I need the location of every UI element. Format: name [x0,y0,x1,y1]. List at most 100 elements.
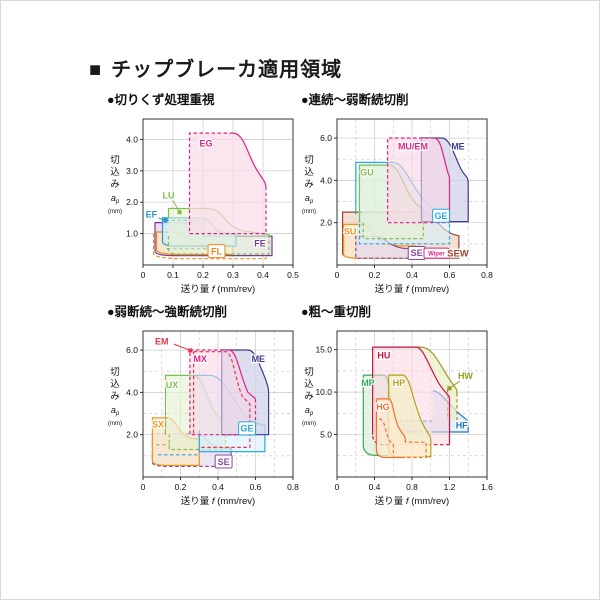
svg-text:GE: GE [241,424,254,434]
y-tick-label: 6.0 [320,133,332,143]
chart-subtitle: ●切りくず処理重視 [107,93,215,107]
svg-text:(mm): (mm) [302,421,316,427]
svg-text:SU: SU [344,226,357,236]
svg-text:み: み [110,391,120,402]
svg-text:み: み [304,391,314,402]
y-tick-label: 6.0 [126,345,138,355]
page-title: ■ チップブレーカ適用領域 [89,53,342,82]
x-axis-title: 送り量 f (mm/rev) [375,283,449,295]
region-label-hu: HU [376,349,391,361]
y-tick-label: 4.0 [126,387,138,397]
region-label-ef: EF [144,208,168,223]
svg-text:MP: MP [361,378,375,388]
svg-text:MU/EM: MU/EM [398,142,428,152]
page-title-text: チップブレーカ適用領域 [111,59,343,81]
svg-text:切: 切 [110,367,120,378]
chart-chip-control-priority: ●切りくず処理重視 0 0.1 0.2 0.3 0.4 0.5 1.0 2.0 3.0 4.0 切込… [97,89,309,303]
region-label-se: SE [214,454,233,469]
y-tick-label: 2.0 [126,197,138,207]
region-label-mp: MP [360,377,376,389]
region-label-me: ME [450,141,466,153]
svg-text:GU: GU [360,168,374,178]
svg-text:ME: ME [252,354,266,364]
region-label-sx: SX [151,418,165,430]
x-tick-label: 0.8 [287,482,299,492]
svg-text:SX: SX [152,419,164,429]
x-tick-label: 0.2 [369,270,381,280]
title-square-icon: ■ [89,59,103,81]
svg-text:ap: ap [305,193,314,205]
y-tick-label: 4.0 [126,134,138,144]
region-label-lu: LU [161,189,182,215]
region-label-hp: HP [391,377,406,389]
region-label-gu: GU [359,166,375,178]
region-label-wiper: Wiper [423,247,450,259]
y-axis-title: 切込み ap (mm) [108,367,122,427]
region-label-em: EM [154,335,193,353]
svg-text:み: み [304,179,314,190]
svg-text:HG: HG [376,402,390,412]
chart-plot-continuous-light-interrupted: 0 0.2 0.4 0.6 0.8 2.0 4.0 6.0 切込み ap (mm) 送り量 f (mm… [302,118,493,295]
y-tick-label: 5.0 [320,430,332,440]
svg-text:SE: SE [218,457,230,467]
svg-text:SE: SE [411,248,423,258]
region-label-ge: GE [238,421,257,436]
svg-text:切: 切 [110,155,120,166]
svg-text:FE: FE [254,238,266,248]
svg-text:ap: ap [111,405,120,417]
svg-text:MX: MX [193,354,207,364]
x-tick-label: 0 [141,270,146,280]
x-tick-label: 0.2 [175,482,187,492]
x-tick-label: 1.6 [481,482,493,492]
region-label-sew: SEW [446,247,470,260]
x-tick-label: 0 [335,482,340,492]
x-tick-label: 0.4 [212,482,224,492]
y-tick-label: 3.0 [126,166,138,176]
y-axis-title: 切込み ap (mm) [302,367,316,427]
x-tick-label: 0 [335,270,340,280]
svg-text:(mm): (mm) [302,209,316,215]
region-em [193,351,251,448]
chart-subtitle: ●連続〜弱断続切削 [301,93,409,107]
x-tick-label: 0.8 [481,270,493,280]
y-axis-title: 切込み ap (mm) [108,155,122,215]
svg-text:HF: HF [456,420,468,430]
svg-text:ME: ME [451,142,465,152]
svg-text:UX: UX [166,380,179,390]
svg-text:み: み [110,179,120,190]
svg-text:EG: EG [199,138,212,148]
y-tick-label: 1.0 [126,229,138,239]
x-tick-label: 0.4 [257,270,269,280]
y-axis-title: 切込み ap (mm) [302,155,316,215]
x-tick-label: 1.2 [444,482,456,492]
x-tick-label: 0.8 [406,482,418,492]
svg-text:込: 込 [304,379,314,390]
x-tick-label: 0.2 [197,270,209,280]
chart-plot-chip-control-priority: 0 0.1 0.2 0.3 0.4 0.5 1.0 2.0 3.0 4.0 切込み ap (mm) 送り量… [108,118,299,295]
svg-text:(mm): (mm) [108,421,122,427]
y-tick-label: 4.0 [320,175,332,185]
region-label-hw: HW [447,370,475,391]
svg-text:GE: GE [435,211,448,221]
svg-text:(mm): (mm) [108,209,122,215]
svg-text:LU: LU [163,191,175,201]
svg-text:ap: ap [111,193,120,205]
svg-text:EM: EM [155,336,169,346]
x-axis-title: 送り量 f (mm/rev) [181,283,255,295]
y-tick-label: 2.0 [126,430,138,440]
svg-text:切: 切 [304,367,314,378]
region-hg [375,398,427,459]
svg-text:FL: FL [211,246,222,256]
y-tick-label: 15.0 [315,345,332,355]
region-label-ge: GE [432,208,451,223]
chart-rough-heavy-cutting: ●粗〜重切削 0 0.4 0.8 1.2 1.6 5.0 10.0 15.0 切込み ap (mm)… [291,301,503,515]
region-label-se: SE [407,245,426,260]
svg-text:EF: EF [146,209,158,219]
region-label-ux: UX [165,379,180,391]
svg-text:込: 込 [304,167,314,178]
svg-text:HU: HU [377,350,390,360]
x-tick-label: 0.1 [167,270,179,280]
region-label-su: SU [343,225,358,237]
svg-text:SEW: SEW [447,249,469,260]
